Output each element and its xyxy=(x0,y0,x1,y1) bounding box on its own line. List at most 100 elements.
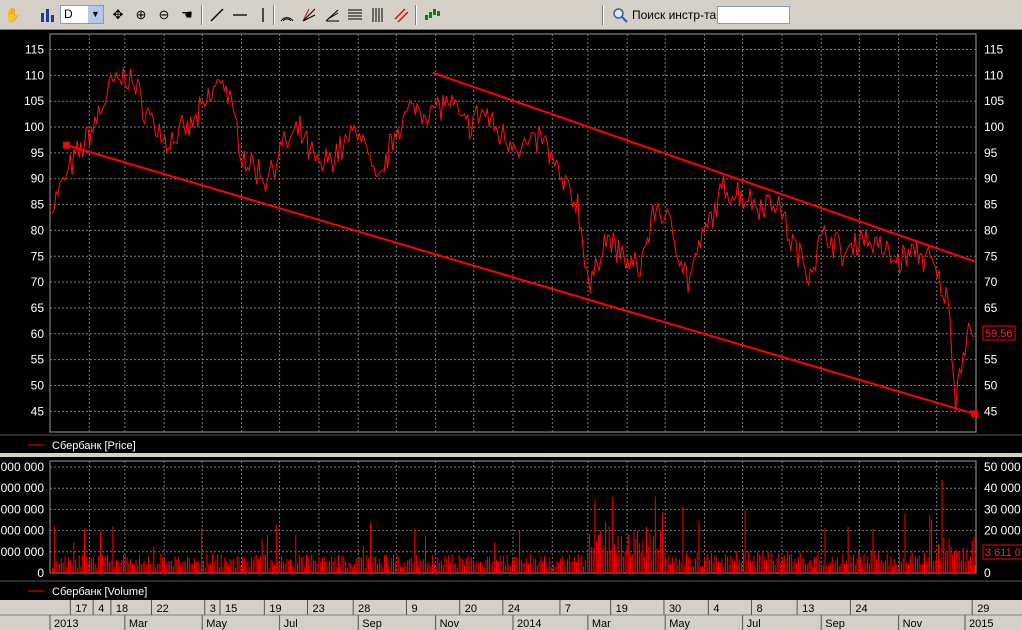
day-label: 28 xyxy=(358,603,370,615)
day-label: 4 xyxy=(713,603,719,615)
day-label: 24 xyxy=(508,603,520,615)
price-series-line xyxy=(52,66,975,412)
day-label: 29 xyxy=(977,603,989,615)
day-label: 18 xyxy=(116,603,128,615)
period-select[interactable]: D ▼ xyxy=(60,5,104,24)
day-label: 13 xyxy=(802,603,814,615)
month-label: May xyxy=(669,618,690,630)
day-label: 3 xyxy=(210,603,216,615)
day-label: 17 xyxy=(75,603,87,615)
volume-tick-label-left: 0 000 000 xyxy=(0,524,44,538)
price-tick-label-left: 105 xyxy=(24,94,44,108)
volume-tick-label-right: 30 000 xyxy=(984,502,1021,516)
price-tick-label-left: 75 xyxy=(31,249,45,263)
day-label: 24 xyxy=(855,603,867,615)
search-icon[interactable] xyxy=(610,5,630,25)
price-tick-label-right: 90 xyxy=(984,172,998,186)
price-tick-label-left: 80 xyxy=(31,223,45,237)
volume-tick-label-right: 50 000 xyxy=(984,460,1021,474)
time-axis-months: 2013 Mar May Jul Sep Nov 2014 Mar May Jul Sep Nov 20… xyxy=(49,615,993,630)
price-tick-label-right: 105 xyxy=(984,94,1004,108)
horizontal-line-icon[interactable] xyxy=(230,5,250,25)
day-label: 30 xyxy=(669,603,681,615)
volume-legend: Сбербанк [Volume] xyxy=(52,586,147,598)
day-label: 19 xyxy=(616,603,628,615)
volume-tick-label-right: 20 000 xyxy=(984,524,1021,538)
price-tick-label-right: 70 xyxy=(984,275,998,289)
price-tick-label-left: 50 xyxy=(31,378,45,392)
month-label: Nov xyxy=(440,618,460,630)
channel-icon[interactable] xyxy=(391,5,411,25)
price-tick-label-right: 50 xyxy=(984,378,998,392)
vertical-lines-icon[interactable] xyxy=(368,5,388,25)
day-label: 23 xyxy=(313,603,325,615)
indicator-icon[interactable] xyxy=(423,5,443,25)
fan-icon[interactable] xyxy=(299,5,319,25)
price-tick-label-right: 95 xyxy=(984,146,998,160)
period-value: D xyxy=(64,7,73,21)
day-label: 9 xyxy=(411,603,417,615)
volume-tick-label-left: 0 000 000 xyxy=(0,460,44,474)
price-tick-label-right: 55 xyxy=(984,353,998,367)
pan-icon[interactable]: ☚ xyxy=(181,7,193,22)
price-tick-label-left: 100 xyxy=(24,120,44,134)
search-input[interactable] xyxy=(717,6,790,24)
day-label: 20 xyxy=(465,603,477,615)
vertical-line-icon[interactable] xyxy=(253,5,273,25)
time-axis-days: 17 4 18 22 3 15 19 23 28 9 20 24 7 19 30 4 8 13 24 29 xyxy=(69,600,989,615)
volume-tick-label-left: 0 000 000 xyxy=(0,481,44,495)
volume-tick-label-right: 0 xyxy=(984,566,991,580)
arc-icon[interactable] xyxy=(277,5,297,25)
angle-icon[interactable] xyxy=(322,5,342,25)
volume-bars xyxy=(52,479,976,573)
volume-current-value: 3 611 0 xyxy=(985,547,1021,559)
line-tool-icon[interactable] xyxy=(207,5,227,25)
price-tick-label-left: 55 xyxy=(31,353,45,367)
price-tick-label-right: 100 xyxy=(984,120,1004,134)
day-label: 15 xyxy=(225,603,237,615)
day-label: 7 xyxy=(565,603,571,615)
price-tick-label-left: 65 xyxy=(31,301,45,315)
month-label: Jul xyxy=(284,618,298,630)
move-icon[interactable]: ✥ xyxy=(112,7,124,22)
hand-icon[interactable]: ✋ xyxy=(4,7,22,22)
support-trend-line[interactable] xyxy=(66,144,976,415)
toolbar-separator xyxy=(602,5,604,25)
month-label: Sep xyxy=(825,618,845,630)
trend-line-handle[interactable] xyxy=(62,141,70,149)
price-tick-label-left: 115 xyxy=(25,43,44,57)
day-label: 8 xyxy=(756,603,762,615)
price-legend: Сбербанк [Price] xyxy=(52,440,136,452)
zoom-out-icon[interactable]: ⊖ xyxy=(158,7,170,22)
volume-tick-label-left: 0 xyxy=(37,566,44,580)
price-tick-label-left: 70 xyxy=(31,275,45,289)
price-current-badge: 59,56 xyxy=(982,325,1016,341)
price-tick-label-left: 45 xyxy=(31,404,45,418)
price-tick-label-right: 45 xyxy=(984,404,998,418)
volume-axis-left: 0 00 0 00 0 0 0 00 0 00 0 000 000 0 00 0 00 0 0 00… xyxy=(0,460,44,580)
volume-current-badge: 3 611 0 xyxy=(982,544,1022,560)
price-tick-label-right: 80 xyxy=(984,223,998,237)
toolbar-separator xyxy=(201,5,203,25)
price-tick-label-left: 95 xyxy=(31,146,45,160)
chevron-down-icon[interactable]: ▼ xyxy=(88,6,103,23)
month-label: 2013 xyxy=(54,618,78,630)
month-label: 2014 xyxy=(517,618,541,630)
bar-chart-icon[interactable] xyxy=(37,5,57,25)
zoom-in-icon[interactable]: ⊕ xyxy=(135,7,147,22)
volume-tick-label-left: 0 000 000 xyxy=(0,502,44,516)
panel-splitter[interactable] xyxy=(0,453,1022,457)
horizontal-lines-icon[interactable] xyxy=(345,5,365,25)
price-tick-label-right: 110 xyxy=(984,68,1003,82)
resistance-trend-line[interactable] xyxy=(432,71,976,263)
month-label: 2015 xyxy=(969,618,993,630)
month-label: Mar xyxy=(129,618,148,630)
volume-tick-label-right: 40 000 xyxy=(984,481,1021,495)
price-tick-label-left: 90 xyxy=(31,172,45,186)
day-label: 22 xyxy=(156,603,168,615)
toolbar: ✋ D ▼ ✥ ⊕ ⊖ ☚ Поиск инстр-та xyxy=(0,0,1022,30)
trend-line-handle[interactable] xyxy=(971,410,979,418)
